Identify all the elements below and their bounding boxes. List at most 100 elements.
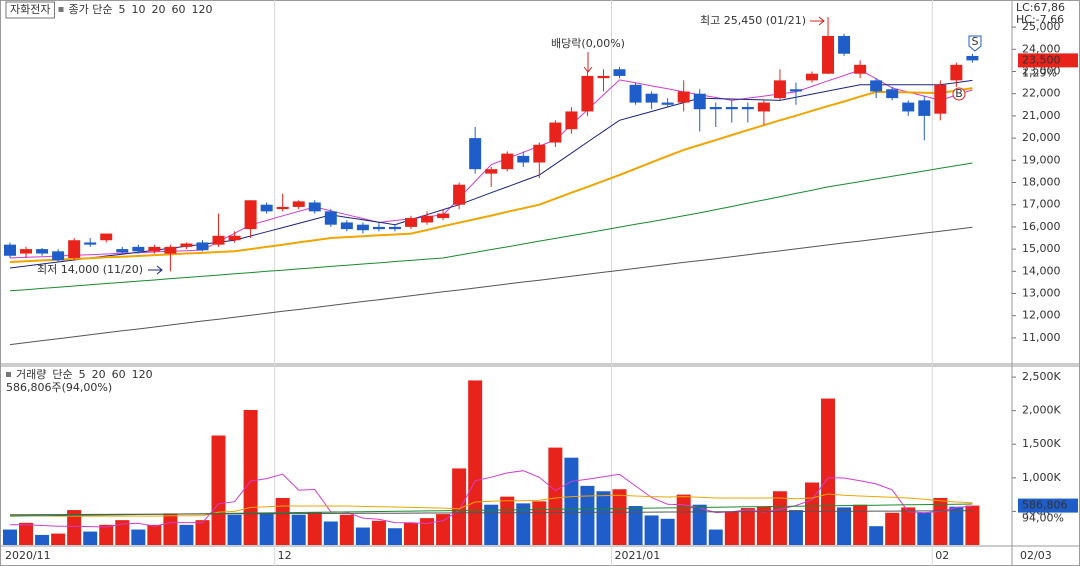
volume-bar [756, 506, 771, 545]
legend-entry: 120 [191, 3, 212, 16]
candle-body [854, 64, 867, 74]
candle-body [132, 246, 145, 252]
volume-bar [195, 520, 210, 545]
candle-body [276, 206, 289, 210]
candle-body [4, 244, 16, 256]
candle-body [741, 107, 754, 110]
legend-entry: 60 [171, 3, 185, 16]
volume-bar [147, 524, 162, 545]
volume-bar [772, 491, 787, 545]
volume-bar [885, 512, 900, 545]
stock-name-box [5, 1, 55, 19]
volume-bar [3, 529, 17, 545]
y-tick-label: 12,000 [1022, 309, 1061, 322]
candle-body [437, 213, 450, 219]
arrow [810, 16, 825, 26]
candle-body [725, 107, 738, 110]
volume-bar [83, 531, 98, 545]
volume-bar [67, 510, 82, 545]
dividend-annotation: 배당락(0,00%) [551, 37, 625, 50]
volume-info: 586,806주(94,00%) [6, 381, 112, 394]
high-annotation: 최고 25,450 (01/21) [700, 14, 806, 27]
volume-bar [420, 518, 435, 545]
candle-body [308, 202, 321, 212]
buy-signal: B [955, 87, 963, 100]
candle-body [934, 84, 947, 114]
candle-body [20, 249, 33, 254]
volume-bar [724, 511, 739, 545]
candle-body [260, 204, 273, 212]
volume-bar [869, 526, 884, 545]
volume-bar [500, 496, 515, 545]
candle-body [340, 222, 353, 230]
legend-entry: 5 [118, 3, 125, 16]
volume-bar [468, 380, 483, 545]
volume-bar [259, 512, 274, 545]
arrow [583, 52, 593, 73]
candle-body [164, 246, 177, 254]
volume-bar [564, 457, 579, 545]
volume-bar [131, 529, 146, 545]
x-tick-label: 02 [935, 549, 949, 562]
candle-body [533, 144, 546, 163]
candle-body [36, 249, 49, 254]
candle-body [693, 93, 706, 110]
candle-body [677, 91, 690, 103]
ma-line [9, 162, 973, 292]
volume-tag-label: 586,806 [1022, 499, 1068, 512]
volume-bar [837, 507, 852, 545]
legend-entry: 5 [79, 368, 86, 381]
volume-bar [323, 521, 338, 545]
volume-bar [436, 514, 451, 545]
volume-bar [708, 529, 723, 545]
candle-body [372, 226, 385, 230]
volume-bar [404, 522, 418, 545]
x-tick-label: 2020/11 [5, 549, 51, 562]
volume-bar [548, 447, 563, 545]
volume-bar [307, 512, 322, 545]
y-tick-label: 17,000 [1022, 198, 1061, 211]
y-tick-label: 18,000 [1022, 175, 1061, 188]
volume-bar [612, 489, 627, 545]
candle-body [116, 249, 129, 253]
candle-body [645, 93, 658, 103]
candle-body [421, 215, 434, 223]
legend-label: 종가 단순 [68, 3, 112, 16]
y-tick-label: 13,000 [1022, 287, 1061, 300]
candle-body [180, 243, 193, 247]
volume-bar [740, 508, 755, 545]
volume-bar [115, 520, 130, 545]
volume-bar [51, 533, 66, 545]
y-tick-label: 16,000 [1022, 220, 1061, 233]
volume-bar [243, 409, 258, 545]
candle-body [469, 138, 482, 170]
candle-body [84, 242, 97, 245]
y-tick-label: 23,000 [1022, 64, 1061, 77]
low-annotation: 최저 14,000 (11/20) [37, 263, 143, 276]
legend-entry: 60 [112, 368, 126, 381]
candle-body [501, 153, 514, 170]
candle-body [565, 111, 578, 130]
ratio-label: 94,00% [1022, 512, 1064, 525]
volume-bar [339, 514, 354, 545]
volume-bar [917, 512, 932, 545]
volume-bar [821, 398, 836, 545]
candle-body [966, 55, 979, 61]
volume-bar [516, 503, 531, 545]
y-tick-label: 1,500K [1022, 437, 1061, 450]
y-tick-label: 19,000 [1022, 153, 1061, 166]
volume-bar [452, 468, 467, 545]
volume-bar [227, 514, 242, 545]
y-tick-label: 1,000K [1022, 471, 1061, 484]
candle-body [773, 80, 786, 99]
y-tick-label: 2,500K [1022, 370, 1061, 383]
price-tag-label: 23,500 [1022, 53, 1061, 66]
volume-bar [532, 501, 547, 545]
y-tick-label: 15,000 [1022, 242, 1061, 255]
candle-body [757, 102, 770, 112]
volume-bar [371, 520, 386, 545]
legend-title: 거래량 [16, 368, 46, 381]
legend-marker [6, 372, 11, 377]
